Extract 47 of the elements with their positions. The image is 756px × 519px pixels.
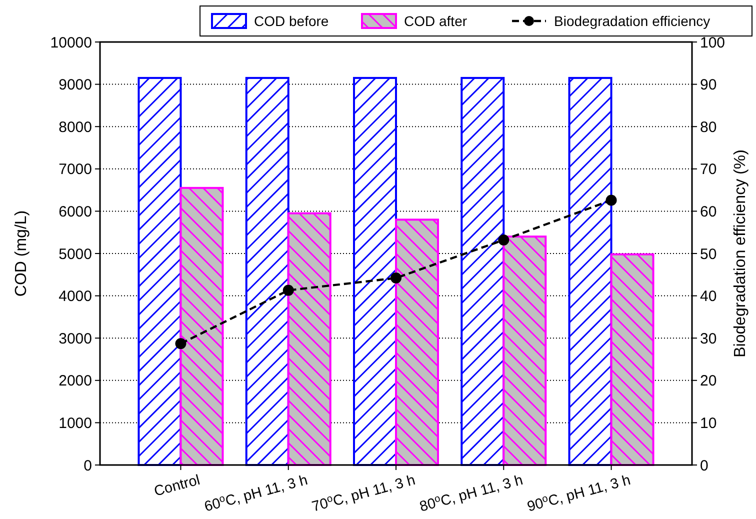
x-tick-label: Control	[152, 472, 202, 500]
point	[390, 272, 402, 284]
y-axis-title: COD (mg/L)	[13, 210, 30, 297]
y2-tick-label: 60	[700, 203, 717, 220]
y-tick-label: 10000	[50, 34, 92, 52]
bar	[245, 76, 290, 466]
point	[175, 338, 186, 350]
y2-tick-label: 100	[700, 34, 726, 52]
y-tick-label: 0	[84, 457, 92, 474]
bar	[138, 76, 182, 466]
x-tick-label: 90$^{o}$C, pH 11, 3 h	[526, 472, 632, 516]
y-tick-label: 8000	[58, 118, 92, 136]
bar	[460, 76, 505, 466]
legend-label: Biodegradation efficiency	[554, 12, 710, 29]
bar	[568, 76, 612, 466]
y2-tick-label: 20	[700, 372, 717, 390]
y2-tick-label: 0	[700, 457, 708, 474]
y-tick-label: 3000	[58, 330, 92, 348]
point	[498, 234, 510, 246]
bar	[180, 186, 224, 466]
bar	[502, 236, 547, 466]
y2-tick-label: 30	[700, 330, 717, 348]
y2-tick-label: 50	[700, 246, 717, 263]
legend-label: COD before	[254, 12, 329, 29]
y2-tick-label: 70	[700, 161, 717, 178]
y2-tick-label: 90	[700, 76, 717, 94]
y-tick-label: 9000	[58, 76, 92, 94]
point	[282, 284, 294, 296]
legend-label: COD after	[404, 12, 468, 29]
y2-axis-title: Biodegradation efficiency (%)	[732, 150, 749, 358]
bar	[287, 212, 332, 466]
y2-tick-label: 40	[700, 288, 717, 306]
y-tick-label: 4000	[58, 288, 92, 306]
point	[606, 194, 617, 206]
bar	[395, 218, 439, 466]
x-tick-label: 70$^{o}$C, pH 11, 3 h	[310, 472, 418, 516]
y-tick-label: 2000	[58, 372, 92, 390]
bar	[610, 253, 654, 466]
y2-tick-label: 80	[700, 118, 717, 136]
x-tick-label: 80$^{o}$C, pH 11, 3 h	[418, 472, 525, 516]
x-tick-label: 60$^{o}$C, pH 11, 3 h	[202, 472, 310, 516]
y2-tick-label: 10	[700, 414, 717, 432]
bar	[353, 76, 397, 466]
y-tick-label: 6000	[58, 203, 92, 220]
y-tick-label: 5000	[58, 246, 92, 263]
y-tick-label: 1000	[58, 414, 92, 432]
y-tick-label: 7000	[58, 161, 92, 178]
